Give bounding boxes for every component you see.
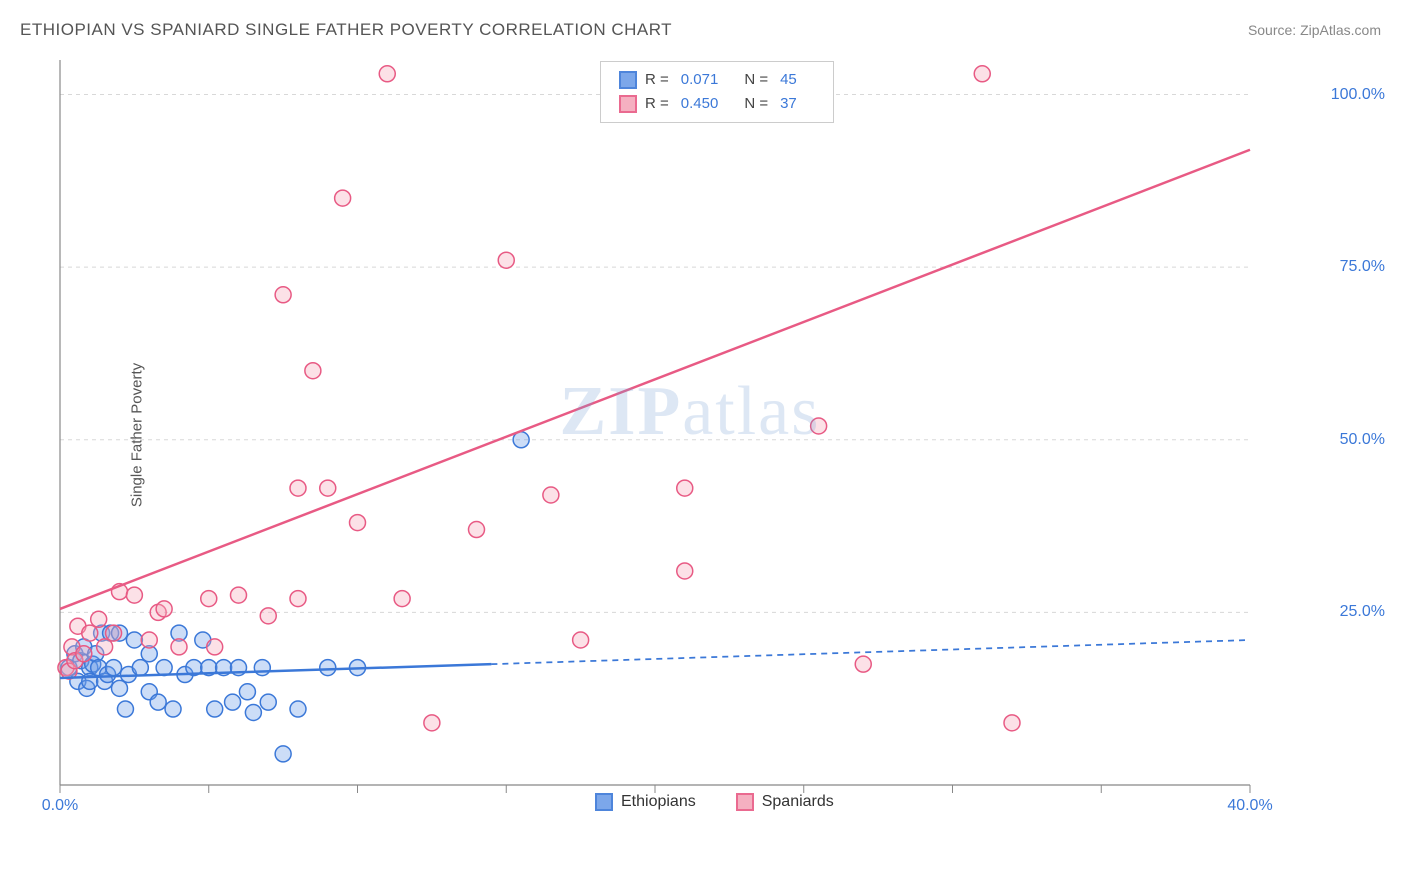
legend-label-spaniards: Spaniards	[762, 793, 834, 811]
y-tick-label: 50.0%	[1340, 431, 1385, 449]
legend-item-ethiopians: Ethiopians	[595, 793, 696, 811]
y-tick-label: 75.0%	[1340, 258, 1385, 276]
x-tick-label: 40.0%	[1227, 797, 1272, 815]
n-label: N =	[744, 68, 768, 92]
legend-item-spaniards: Spaniards	[736, 793, 834, 811]
source-attribution: Source: ZipAtlas.com	[1248, 22, 1381, 38]
scatter-chart-svg	[55, 55, 1325, 815]
y-tick-label: 100.0%	[1331, 86, 1385, 104]
r-label: R =	[645, 92, 669, 116]
chart-title: ETHIOPIAN VS SPANIARD SINGLE FATHER POVE…	[20, 20, 672, 40]
plot-area: Single Father Poverty ZIPatlas R = 0.071…	[55, 55, 1325, 815]
y-tick-label: 25.0%	[1340, 603, 1385, 621]
r-value-ethiopians: 0.071	[681, 68, 719, 92]
x-tick-label: 0.0%	[42, 797, 78, 815]
stats-box: R = 0.071 N = 45 R = 0.450 N = 37	[600, 61, 834, 123]
legend-label-ethiopians: Ethiopians	[621, 793, 696, 811]
legend-swatch-ethiopians	[595, 793, 613, 811]
n-value-spaniards: 37	[780, 92, 797, 116]
n-label: N =	[744, 92, 768, 116]
r-value-spaniards: 0.450	[681, 92, 719, 116]
swatch-spaniards	[619, 95, 637, 113]
swatch-ethiopians	[619, 71, 637, 89]
chart-container: ETHIOPIAN VS SPANIARD SINGLE FATHER POVE…	[0, 0, 1406, 892]
legend-swatch-spaniards	[736, 793, 754, 811]
r-label: R =	[645, 68, 669, 92]
legend: Ethiopians Spaniards	[595, 793, 834, 811]
stats-row-spaniards: R = 0.450 N = 37	[619, 92, 815, 116]
n-value-ethiopians: 45	[780, 68, 797, 92]
stats-row-ethiopians: R = 0.071 N = 45	[619, 68, 815, 92]
